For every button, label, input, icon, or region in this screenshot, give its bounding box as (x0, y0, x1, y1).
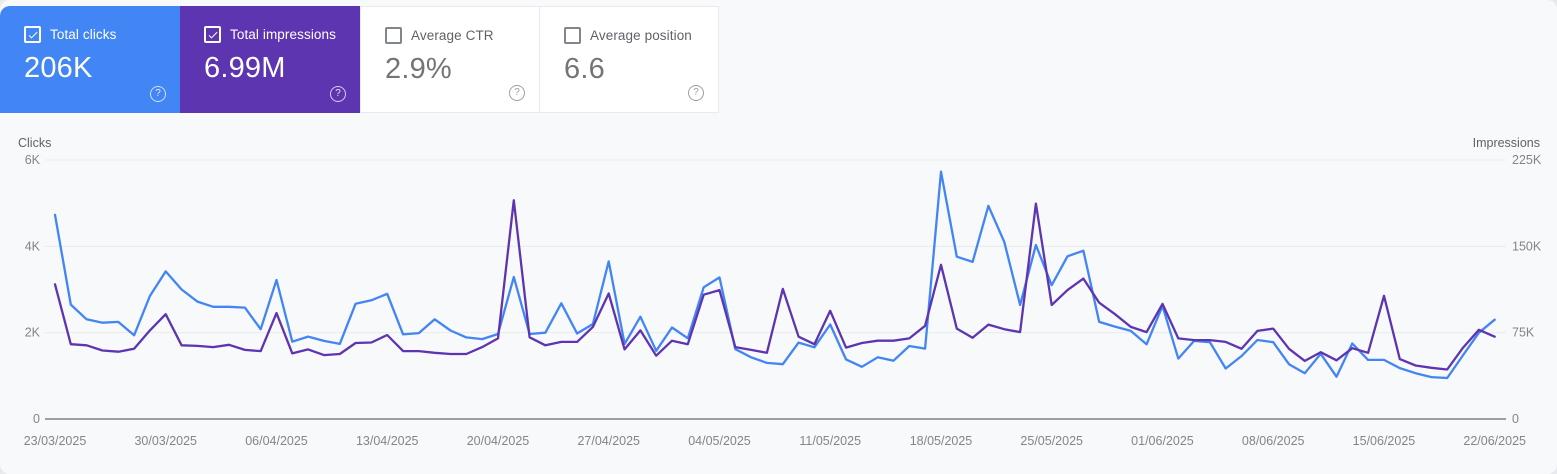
date-tick: 20/04/2025 (467, 434, 530, 448)
help-icon[interactable]: ? (509, 85, 525, 101)
help-icon[interactable]: ? (688, 85, 704, 101)
date-tick: 27/04/2025 (577, 434, 640, 448)
date-tick: 23/03/2025 (24, 434, 87, 448)
card-label: Total clicks (50, 27, 117, 42)
left-axis-tick: 0 (33, 412, 40, 426)
help-icon[interactable]: ? (150, 86, 166, 102)
card-header: Total clicks (24, 26, 180, 43)
total-impressions-checkbox[interactable] (204, 26, 221, 43)
date-tick: 11/05/2025 (799, 434, 861, 448)
card-label: Total impressions (230, 27, 336, 42)
average-ctr-checkbox[interactable] (385, 27, 402, 44)
date-tick: 15/06/2025 (1353, 434, 1416, 448)
card-header: Total impressions (204, 26, 360, 43)
metric-card-average-position[interactable]: Average position 6.6 ? (539, 6, 719, 113)
left-axis-title: Clicks (18, 136, 51, 150)
average-position-checkbox[interactable] (564, 27, 581, 44)
metric-card-average-ctr[interactable]: Average CTR 2.9% ? (360, 6, 540, 113)
date-tick: 04/05/2025 (688, 434, 751, 448)
average-ctr-value: 2.9% (385, 53, 452, 85)
checkmark-icon (28, 31, 37, 38)
left-axis-tick: 6K (25, 153, 41, 167)
date-tick: 22/06/2025 (1463, 434, 1526, 448)
right-axis-title: Impressions (1473, 136, 1540, 150)
date-tick: 13/04/2025 (356, 434, 419, 448)
date-tick: 01/06/2025 (1131, 434, 1194, 448)
card-header: Average position (564, 27, 718, 44)
total-clicks-checkbox[interactable] (24, 26, 41, 43)
right-axis-tick: 0 (1512, 412, 1519, 426)
metric-cards: Total clicks 206K ? Total impressions 6.… (0, 6, 719, 113)
total-clicks-value: 206K (24, 52, 93, 84)
metric-card-total-impressions[interactable]: Total impressions 6.99M ? (180, 6, 360, 113)
right-axis-tick: 225K (1512, 153, 1542, 167)
date-tick: 18/05/2025 (910, 434, 973, 448)
right-axis-tick: 150K (1512, 239, 1542, 253)
help-icon[interactable]: ? (330, 86, 346, 102)
date-tick: 25/05/2025 (1020, 434, 1083, 448)
date-tick: 30/03/2025 (134, 434, 197, 448)
date-tick: 08/06/2025 (1242, 434, 1305, 448)
date-tick: 06/04/2025 (245, 434, 308, 448)
total-impressions-value: 6.99M (204, 52, 286, 84)
left-axis-tick: 4K (25, 239, 41, 253)
right-axis-tick: 75K (1512, 326, 1535, 340)
card-header: Average CTR (385, 27, 539, 44)
average-position-value: 6.6 (564, 53, 605, 85)
clicks-line (53, 170, 1496, 380)
impressions-line (53, 199, 1496, 371)
card-label: Average CTR (411, 28, 494, 43)
checkmark-icon (208, 31, 217, 38)
metric-card-total-clicks[interactable]: Total clicks 206K ? (0, 6, 180, 113)
card-label: Average position (590, 28, 692, 43)
left-axis-tick: 2K (25, 326, 41, 340)
